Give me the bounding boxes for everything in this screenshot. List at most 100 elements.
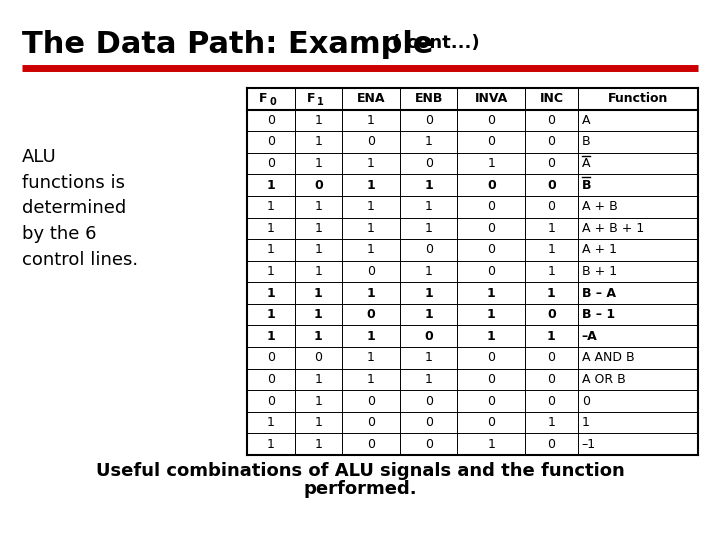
Text: Function: Function [608, 92, 668, 105]
Text: 1: 1 [547, 330, 556, 343]
Text: 1: 1 [582, 416, 590, 429]
Text: 1: 1 [266, 330, 275, 343]
Text: 0: 0 [267, 136, 275, 148]
Text: 0: 0 [547, 352, 555, 365]
Text: 1: 1 [267, 244, 275, 256]
Text: ( cont...): ( cont...) [392, 34, 480, 52]
Text: 0: 0 [487, 395, 495, 408]
Text: 0: 0 [425, 395, 433, 408]
Text: 0: 0 [487, 136, 495, 148]
Text: 1: 1 [424, 287, 433, 300]
Text: 0: 0 [425, 438, 433, 451]
Text: B – A: B – A [582, 287, 616, 300]
Text: 1: 1 [367, 373, 375, 386]
Text: 1: 1 [425, 200, 433, 213]
Text: 1: 1 [315, 373, 323, 386]
Text: 1: 1 [267, 416, 275, 429]
Text: 1: 1 [487, 330, 495, 343]
Text: F: F [307, 92, 315, 105]
Text: 1: 1 [367, 244, 375, 256]
Text: 0: 0 [547, 114, 555, 127]
Text: 0: 0 [367, 416, 375, 429]
Text: 1: 1 [315, 157, 323, 170]
Text: performed.: performed. [303, 480, 417, 498]
Text: A + 1: A + 1 [582, 244, 617, 256]
Text: 0: 0 [367, 395, 375, 408]
Text: A + B + 1: A + B + 1 [582, 222, 644, 235]
Text: 0: 0 [314, 179, 323, 192]
Text: 0: 0 [424, 330, 433, 343]
Text: 1: 1 [367, 200, 375, 213]
Text: –A: –A [582, 330, 598, 343]
Text: 0: 0 [425, 114, 433, 127]
Text: B + 1: B + 1 [582, 265, 617, 278]
Text: A: A [582, 114, 590, 127]
Text: 1: 1 [266, 308, 275, 321]
Text: The Data Path: Example: The Data Path: Example [22, 30, 433, 59]
Text: B: B [582, 136, 590, 148]
Text: 1: 1 [424, 308, 433, 321]
Text: 1: 1 [366, 330, 375, 343]
Text: 0: 0 [487, 352, 495, 365]
Text: 1: 1 [266, 179, 275, 192]
Text: 0: 0 [487, 373, 495, 386]
Text: 0: 0 [315, 352, 323, 365]
Text: 0: 0 [487, 200, 495, 213]
Text: 0: 0 [270, 97, 276, 107]
Text: 1: 1 [487, 157, 495, 170]
Text: 1: 1 [425, 265, 433, 278]
Text: 0: 0 [267, 157, 275, 170]
Text: B – 1: B – 1 [582, 308, 615, 321]
Text: 1: 1 [315, 222, 323, 235]
Text: 0: 0 [547, 200, 555, 213]
Text: 1: 1 [366, 179, 375, 192]
Text: 0: 0 [425, 157, 433, 170]
Text: 1: 1 [487, 438, 495, 451]
Text: 1: 1 [315, 244, 323, 256]
Text: 1: 1 [425, 373, 433, 386]
Text: 1: 1 [367, 222, 375, 235]
Text: 0: 0 [267, 352, 275, 365]
Text: 0: 0 [547, 179, 556, 192]
Text: 1: 1 [367, 157, 375, 170]
Text: 0: 0 [487, 179, 495, 192]
Text: 0: 0 [487, 222, 495, 235]
Text: 0: 0 [487, 416, 495, 429]
Text: 0: 0 [547, 157, 555, 170]
Text: 0: 0 [425, 244, 433, 256]
Text: 0: 0 [487, 244, 495, 256]
Text: 0: 0 [367, 438, 375, 451]
Text: 1: 1 [366, 287, 375, 300]
Text: 0: 0 [267, 373, 275, 386]
Text: 0: 0 [367, 265, 375, 278]
Text: ALU
functions is
determined
by the 6
control lines.: ALU functions is determined by the 6 con… [22, 148, 138, 269]
Text: 0: 0 [547, 136, 555, 148]
Text: INVA: INVA [474, 92, 508, 105]
Text: 0: 0 [267, 114, 275, 127]
Text: 0: 0 [367, 136, 375, 148]
Text: ENA: ENA [357, 92, 385, 105]
Text: 1: 1 [547, 265, 555, 278]
Text: 1: 1 [367, 114, 375, 127]
Text: 1: 1 [425, 352, 433, 365]
Text: 1: 1 [547, 416, 555, 429]
Text: 1: 1 [267, 200, 275, 213]
Text: 1: 1 [315, 395, 323, 408]
Text: 1: 1 [547, 244, 555, 256]
Text: A + B: A + B [582, 200, 618, 213]
Text: 1: 1 [367, 352, 375, 365]
Text: 1: 1 [425, 136, 433, 148]
Text: 0: 0 [425, 416, 433, 429]
Text: –1: –1 [582, 438, 596, 451]
Text: 1: 1 [267, 265, 275, 278]
Text: 1: 1 [487, 287, 495, 300]
Text: 1: 1 [487, 308, 495, 321]
Text: 1: 1 [547, 222, 555, 235]
Text: F: F [259, 92, 268, 105]
Text: A: A [582, 157, 590, 170]
Text: 1: 1 [315, 265, 323, 278]
Text: 1: 1 [547, 287, 556, 300]
Text: 1: 1 [315, 114, 323, 127]
Text: 1: 1 [314, 287, 323, 300]
Text: 1: 1 [266, 287, 275, 300]
